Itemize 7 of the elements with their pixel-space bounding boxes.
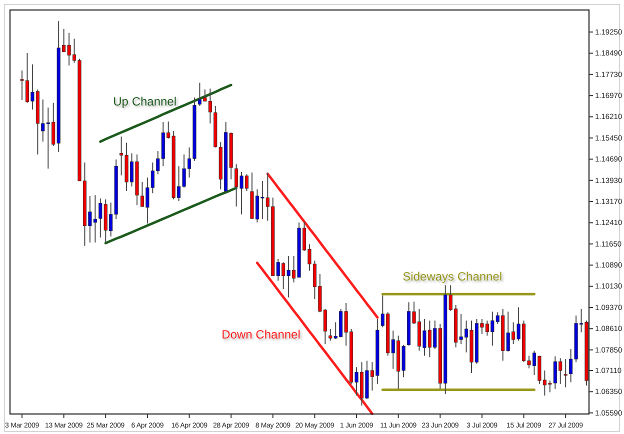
candlestick [564,358,568,388]
line-series [266,172,379,319]
series-label: Down Channel [222,327,300,342]
line-series [99,84,232,143]
line-series [256,262,374,415]
series-label: Up Channel [113,94,177,109]
series-label: Sideways Channel [402,269,502,284]
